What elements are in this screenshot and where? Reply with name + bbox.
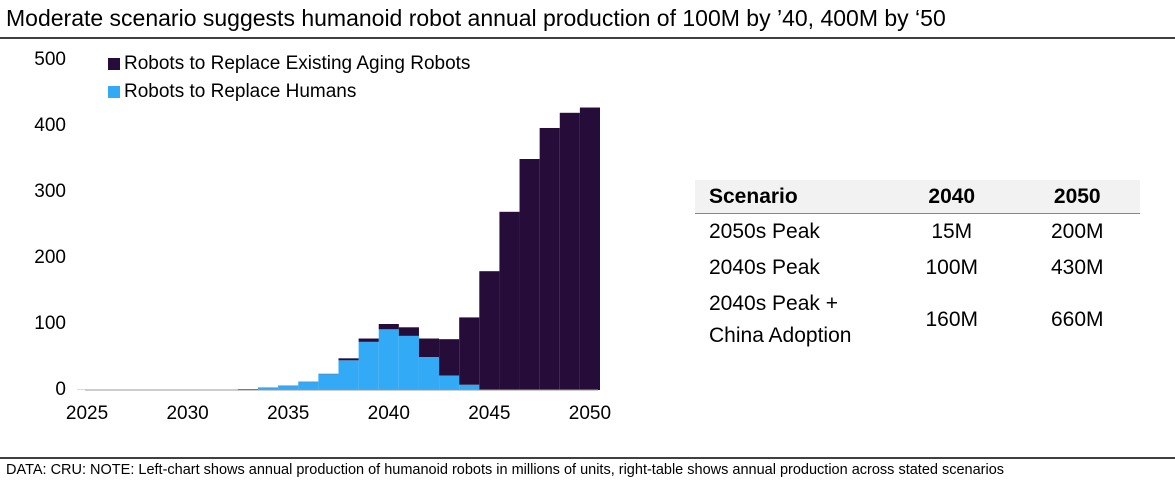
bar <box>358 341 379 390</box>
table-cell: 100M <box>925 256 979 279</box>
bar <box>278 386 299 390</box>
x-tick-label: 2050 <box>569 403 611 424</box>
bar <box>459 317 480 385</box>
table-header-cell: 2040 <box>889 180 1015 214</box>
bar <box>258 388 279 390</box>
table-header-row: Scenario 2040 2050 <box>695 180 1140 214</box>
table-cell: 2050s Peak <box>709 220 820 243</box>
bar <box>298 382 319 390</box>
table-cell: 200M <box>1050 220 1104 243</box>
table-cell: 660M <box>1050 308 1104 331</box>
bar <box>358 338 379 342</box>
table-row: 2040s Peak 100M 430M <box>695 250 1140 286</box>
x-tick-label: 2045 <box>468 403 510 424</box>
table-header-cell: Scenario <box>695 180 889 214</box>
footer-note: DATA: CRU: NOTE: Left-chart shows annual… <box>6 462 1004 478</box>
table-cell: 15M <box>931 220 973 243</box>
bar <box>579 107 600 391</box>
table-cell: 2040s Peak + China Adoption <box>709 292 852 347</box>
bar <box>479 271 500 390</box>
bar <box>439 375 460 390</box>
bar <box>418 357 440 390</box>
scenario-table: Scenario 2040 2050 2050s Peak 15M 200M 2040s P… <box>695 180 1140 354</box>
bar <box>378 324 399 330</box>
table-cell: 160M <box>925 308 979 331</box>
bar <box>318 374 339 390</box>
title: Moderate scenario suggests humanoid robo… <box>6 5 946 31</box>
bar <box>338 360 359 390</box>
bar <box>418 338 440 357</box>
y-tick-label: 300 <box>34 181 66 202</box>
y-tick-label: 0 <box>55 379 66 400</box>
bar <box>338 358 359 361</box>
y-tick-label: 200 <box>34 247 66 268</box>
bar <box>398 327 419 336</box>
legend-label: Robots to Replace Existing Aging Robots <box>124 53 470 74</box>
table-cell: 2040s Peak <box>709 256 820 279</box>
x-tick-label: 2030 <box>166 403 208 424</box>
y-tick-label: 400 <box>34 115 66 136</box>
bar <box>439 339 460 376</box>
bar <box>539 127 560 390</box>
table-cell: 430M <box>1050 256 1104 279</box>
table-header-cell: 2050 <box>1014 180 1140 214</box>
legend-label: Robots to Replace Humans <box>124 81 356 102</box>
x-tick-label: 2035 <box>267 403 309 424</box>
bar <box>519 159 540 390</box>
bar <box>398 335 419 390</box>
table-row: 2040s Peak + China Adoption 160M 660M <box>695 286 1140 354</box>
bar <box>499 211 520 390</box>
x-tick-label: 2040 <box>368 403 410 424</box>
legend-swatch <box>108 86 120 98</box>
y-tick-label: 500 <box>34 49 66 70</box>
bar <box>459 384 480 390</box>
table-row: 2050s Peak 15M 200M <box>695 214 1140 251</box>
legend-swatch <box>108 58 120 70</box>
y-tick-label: 100 <box>34 313 66 334</box>
x-tick-label: 2025 <box>66 403 108 424</box>
bar <box>378 329 399 390</box>
bar <box>559 112 580 391</box>
